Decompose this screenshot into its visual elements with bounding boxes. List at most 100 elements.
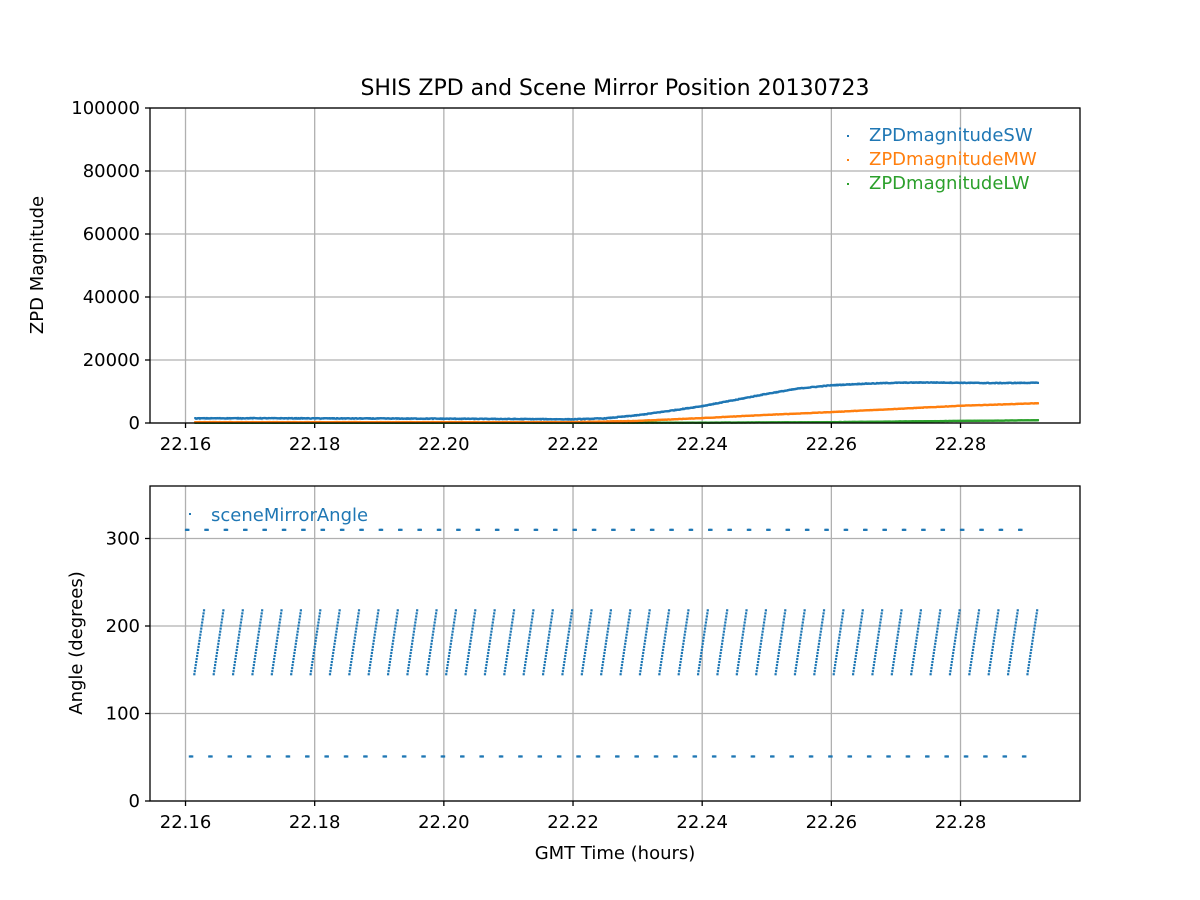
bottom-point <box>233 660 237 664</box>
bottom-point <box>511 618 514 621</box>
bottom-point <box>940 528 943 531</box>
bottom-point <box>357 615 360 618</box>
bottom-point <box>670 528 673 531</box>
bottom-point <box>374 624 378 627</box>
bottom-point <box>628 615 631 618</box>
bottom-point <box>815 657 818 661</box>
bottom-point <box>561 673 564 676</box>
bottom-point <box>468 645 471 648</box>
bottom-point <box>1026 673 1029 676</box>
bottom-point <box>483 673 487 676</box>
bottom-point <box>529 627 532 630</box>
bottom-point <box>408 657 411 661</box>
bottom-point <box>314 639 317 642</box>
bottom-point <box>1010 648 1013 651</box>
bottom-point <box>760 639 763 642</box>
bottom-point <box>430 642 433 645</box>
bottom-point <box>664 630 667 633</box>
bottom-point <box>697 670 700 673</box>
bottom-point <box>543 660 547 664</box>
bottom-point <box>723 624 726 627</box>
bottom-point <box>662 642 666 645</box>
bottom-point <box>663 636 666 639</box>
bottom-point <box>545 651 548 655</box>
bottom-point <box>218 636 221 639</box>
bottom-point <box>485 660 488 664</box>
bottom-point <box>724 618 727 621</box>
bottom-point <box>253 657 256 661</box>
bottom-point <box>481 755 484 758</box>
bottom-point <box>256 636 260 639</box>
bottom-point <box>426 667 429 670</box>
bottom-point <box>629 609 632 612</box>
bottom-point <box>236 642 239 645</box>
bottom-point <box>329 670 332 673</box>
bottom-point <box>441 755 445 758</box>
bottom-chart-plot-area: 22.16 22.18 22.20 22.22 22.24 22.26 22.2801002… <box>106 485 1081 833</box>
bottom-point <box>273 654 276 658</box>
bottom-point <box>370 651 374 655</box>
bottom-point <box>357 609 361 612</box>
bottom-point <box>227 755 230 758</box>
bottom-point <box>285 755 288 758</box>
bottom-point <box>336 624 339 627</box>
bottom-point <box>977 612 980 615</box>
bottom-point <box>348 673 351 676</box>
bottom-point <box>462 755 465 758</box>
bottom-point <box>669 528 672 531</box>
bottom-point <box>893 657 896 661</box>
bottom-point <box>684 630 687 633</box>
bottom-point <box>411 636 415 639</box>
top-chart-x-tick-label: 22.22 <box>547 434 599 455</box>
bottom-point <box>398 528 401 531</box>
bottom-point <box>654 755 658 758</box>
bottom-point <box>359 528 362 531</box>
bottom-point <box>363 755 366 758</box>
bottom-point <box>994 627 997 630</box>
bottom-point <box>413 624 416 627</box>
bottom-point <box>510 627 513 630</box>
bottom-point <box>607 627 610 630</box>
bottom-point <box>720 642 724 645</box>
bottom-point <box>841 615 844 618</box>
bottom-point <box>260 612 263 615</box>
bottom-point <box>333 639 337 642</box>
bottom-point <box>895 639 899 642</box>
bottom-point <box>529 624 533 627</box>
bottom-point <box>699 654 702 658</box>
bottom-point <box>193 670 196 673</box>
bottom-point <box>239 621 243 624</box>
bottom-point <box>202 609 206 612</box>
bottom-point <box>195 660 198 664</box>
bottom-point <box>998 528 1001 531</box>
bottom-point <box>1012 633 1016 636</box>
bottom-point <box>530 621 533 624</box>
bottom-point <box>279 612 283 615</box>
bottom-point <box>988 664 992 667</box>
bottom-point <box>1033 624 1036 627</box>
bottom-point <box>854 654 857 658</box>
bottom-chart-x-tick-label: 22.18 <box>289 812 341 833</box>
bottom-point <box>235 651 238 655</box>
bottom-point <box>916 633 919 636</box>
bottom-point <box>1007 667 1011 670</box>
bottom-point <box>296 633 299 636</box>
bottom-point <box>640 660 643 664</box>
bottom-point <box>976 618 979 621</box>
bottom-point <box>551 609 554 612</box>
bottom-point <box>449 645 452 648</box>
bottom-point <box>794 667 797 670</box>
bottom-point <box>702 633 706 636</box>
bottom-point <box>964 755 968 758</box>
bottom-point <box>559 755 562 758</box>
bottom-point <box>921 528 924 531</box>
bottom-point <box>649 528 653 531</box>
bottom-point <box>310 667 313 670</box>
bottom-point <box>861 612 864 615</box>
bottom-point <box>626 624 630 627</box>
bottom-point <box>584 645 588 648</box>
bottom-point <box>927 755 930 758</box>
bottom-point <box>352 645 355 648</box>
bottom-point <box>469 642 472 645</box>
bottom-point <box>793 673 797 676</box>
